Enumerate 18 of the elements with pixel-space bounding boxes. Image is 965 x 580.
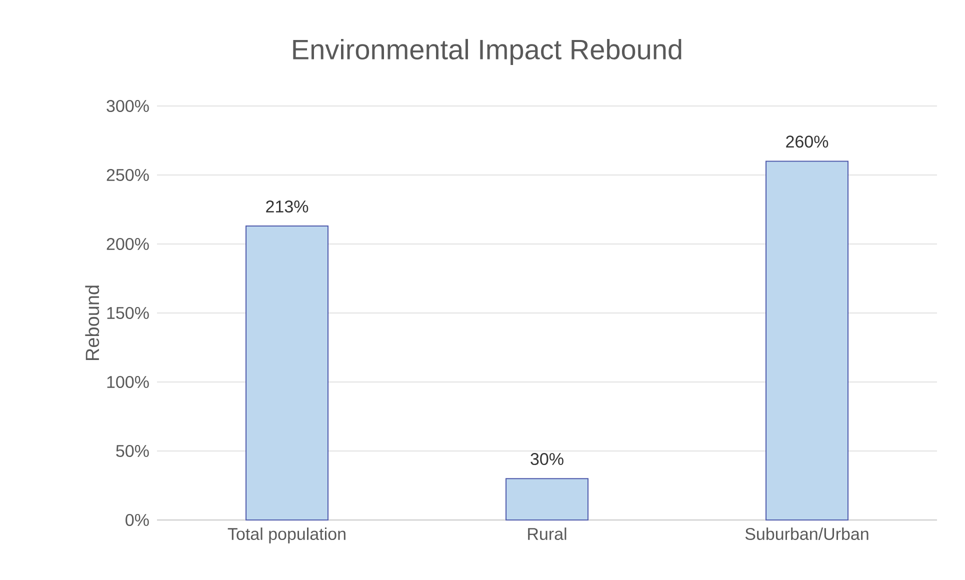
y-tick-label: 250% [106, 168, 149, 182]
x-tick-label: Rural [528, 528, 566, 540]
x-tick-label: Total population [228, 528, 346, 544]
y-tick-label: 0% [126, 514, 149, 526]
bar [246, 226, 329, 520]
chart-title: Environmental Impact Rebound [293, 38, 682, 66]
y-axis-title: Rebound [85, 286, 100, 360]
y-tick-label: 100% [107, 376, 149, 388]
y-tick-label: 300% [106, 100, 149, 112]
bar [766, 160, 848, 520]
data-label: 213% [266, 200, 308, 213]
data-label: 30% [530, 453, 564, 466]
y-tick-label: 150% [107, 306, 149, 320]
x-tick-label: Suburban/Urban [745, 528, 868, 540]
y-tick-label: 200% [106, 238, 149, 250]
data-label: 260% [786, 136, 828, 148]
y-tick-label: 50% [116, 444, 149, 458]
bar [506, 478, 589, 520]
